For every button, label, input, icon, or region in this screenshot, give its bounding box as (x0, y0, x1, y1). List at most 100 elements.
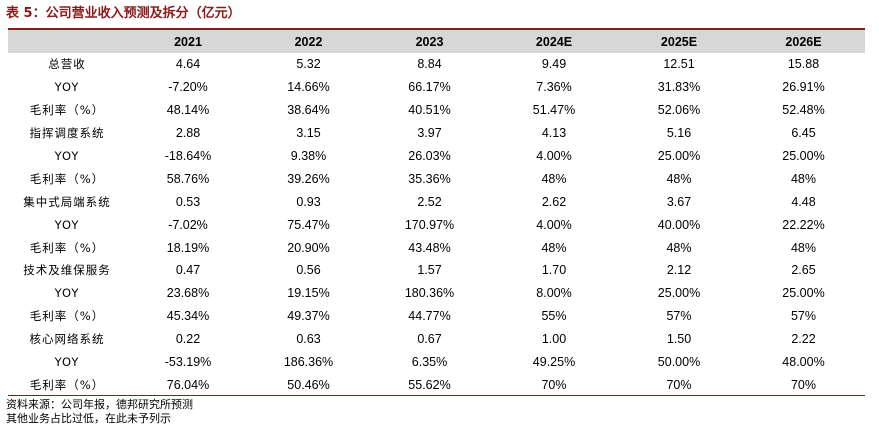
table-cell: 4.00% (536, 149, 572, 163)
header-cell-2025e: 2025E (660, 34, 698, 49)
table-cell: 48% (790, 240, 817, 255)
table-cell: 0.67 (417, 332, 442, 347)
table-cell: 70% (790, 377, 817, 392)
table-cell: 31.83% (657, 80, 701, 95)
table-cell: 19.15% (287, 286, 330, 301)
table-cell: 180.36% (404, 286, 455, 301)
table-cell: 4.64 (175, 57, 201, 72)
table-cell: 43.48% (408, 240, 451, 255)
table-cell: 48.14% (166, 103, 210, 118)
table-row: 毛利率（%） 48.14% 38.64% 40.51% 51.47% 52.06% 52.4… (8, 99, 865, 122)
table-cell: 49.25% (532, 355, 576, 370)
row-label: YOY (54, 80, 80, 95)
table-row: 毛利率（%） 18.19% 20.90% 43.48% 48% 48% 48% (8, 236, 865, 259)
table-cell: 44.77% (408, 309, 451, 324)
table-cell: 15.88 (787, 57, 820, 72)
row-label: 毛利率（%） (29, 103, 105, 118)
table-cell: 58.76% (166, 171, 210, 186)
table-cell: 48% (541, 171, 567, 186)
table-cell: 4.00% (536, 217, 572, 232)
table-title: 表 5：公司营业收入预测及拆分（亿元） (6, 6, 241, 21)
table-cell: 6.35% (411, 355, 448, 370)
table-cell: 55% (541, 309, 567, 324)
top-rule (8, 28, 865, 30)
source-note: 资料来源：公司年报，德邦研究所预测 (6, 398, 193, 411)
row-label: 毛利率（%） (29, 240, 105, 255)
table-cell: 2.12 (666, 263, 692, 278)
table-cell: 3.15 (296, 126, 321, 141)
table-row: YOY -7.20% 14.66% 66.17% 7.36% 31.83% 26.91% (8, 76, 865, 99)
row-label: 技术及维保服务 (23, 263, 111, 278)
table-cell: 70% (666, 377, 692, 392)
table-row: YOY 23.68% 19.15% 180.36% 8.00% 25.00% 25.00% (8, 282, 865, 305)
table-cell: 2.65 (791, 263, 816, 278)
table-cell: 5.32 (296, 57, 321, 72)
table-cell: 6.45 (791, 126, 816, 141)
table-cell: 8.84 (417, 57, 442, 72)
table-cell: 1.70 (541, 263, 567, 278)
table-cell: 2.88 (175, 126, 201, 141)
table-cell: 7.36% (536, 80, 572, 95)
table-cell: 14.66% (287, 80, 330, 95)
table-cell: 70% (541, 377, 567, 392)
table-cell: 1.57 (417, 263, 442, 278)
table-cell: 18.19% (166, 240, 210, 255)
header-cell-2023: 2023 (415, 34, 444, 49)
table-cell: 76.04% (166, 377, 210, 392)
bottom-rule (8, 395, 865, 396)
table-cell: 51.47% (532, 103, 576, 118)
table-row: YOY -7.02% 75.47% 170.97% 4.00% 40.00% 22.22% (8, 213, 865, 236)
table-cell: 40.51% (408, 103, 451, 118)
table-cell: 48% (541, 240, 567, 255)
row-label: 集中式局端系统 (23, 194, 111, 209)
table-cell: 3.97 (417, 126, 442, 141)
table-cell: 0.22 (175, 332, 201, 347)
table-row: YOY -18.64% 9.38% 26.03% 4.00% 25.00% 25.00% (8, 145, 865, 168)
table-cell: 2.22 (791, 332, 816, 347)
table-cell: 0.63 (296, 332, 321, 347)
table-cell: 2.52 (417, 194, 442, 209)
table-cell: 0.93 (296, 194, 321, 209)
forecast-table: 2021 2022 2023 2024E 2025E 2026E 总营收 4.64… (8, 30, 865, 396)
header-cell-2026e: 2026E (785, 34, 822, 49)
table-cell: 50.00% (657, 355, 701, 370)
table-cell: 0.56 (296, 263, 321, 278)
table-cell: 25.00% (782, 286, 825, 301)
table-notes: 资料来源：公司年报，德邦研究所预测 其他业务占比过低，在此未予列示 (6, 398, 193, 426)
table-row: 毛利率（%） 45.34% 49.37% 44.77% 55% 57% 57% (8, 305, 865, 328)
table-cell: 52.48% (782, 103, 825, 118)
table-cell: 186.36% (283, 355, 334, 370)
table-cell: 66.17% (408, 80, 451, 95)
table-cell: 45.34% (166, 309, 210, 324)
header-background (8, 30, 865, 53)
table-cell: 0.47 (175, 263, 201, 278)
table-cell: 48% (666, 240, 692, 255)
table-row: 指挥调度系统 2.88 3.15 3.97 4.13 5.16 6.45 (8, 122, 865, 145)
table-cell: 39.26% (287, 171, 330, 186)
table-cell: -7.20% (168, 80, 208, 95)
row-label: YOY (54, 355, 80, 370)
table-row: 核心网络系统 0.22 0.63 0.67 1.00 1.50 2.22 (8, 328, 865, 351)
row-label: 核心网络系统 (29, 332, 105, 347)
table-cell: 35.36% (408, 171, 451, 186)
table-cell: -7.02% (168, 217, 208, 232)
table-cell: 75.47% (287, 217, 330, 232)
table-cell: 9.49 (541, 57, 567, 72)
table-row: 毛利率（%） 76.04% 50.46% 55.62% 70% 70% 70% (8, 373, 865, 396)
table-cell: 1.50 (666, 332, 692, 347)
table-cell: 9.38% (290, 149, 327, 163)
table-cell: 49.37% (287, 309, 330, 324)
row-label: 总营收 (48, 57, 86, 72)
table-cell: 50.46% (287, 377, 330, 392)
header-row: 2021 2022 2023 2024E 2025E 2026E (8, 30, 865, 53)
remark-note: 其他业务占比过低，在此未予列示 (6, 412, 171, 425)
table-cell: 8.00% (536, 286, 572, 301)
row-label: YOY (54, 149, 80, 163)
header-cell-2024e: 2024E (535, 34, 573, 49)
header-cell-2022: 2022 (294, 34, 323, 49)
table-row: 集中式局端系统 0.53 0.93 2.52 2.62 3.67 4.48 (8, 190, 865, 213)
table-cell: 4.13 (541, 126, 567, 141)
table-cell: 4.48 (791, 194, 816, 209)
header-cell-2021: 2021 (174, 34, 202, 49)
table-cell: 48.00% (782, 355, 825, 370)
